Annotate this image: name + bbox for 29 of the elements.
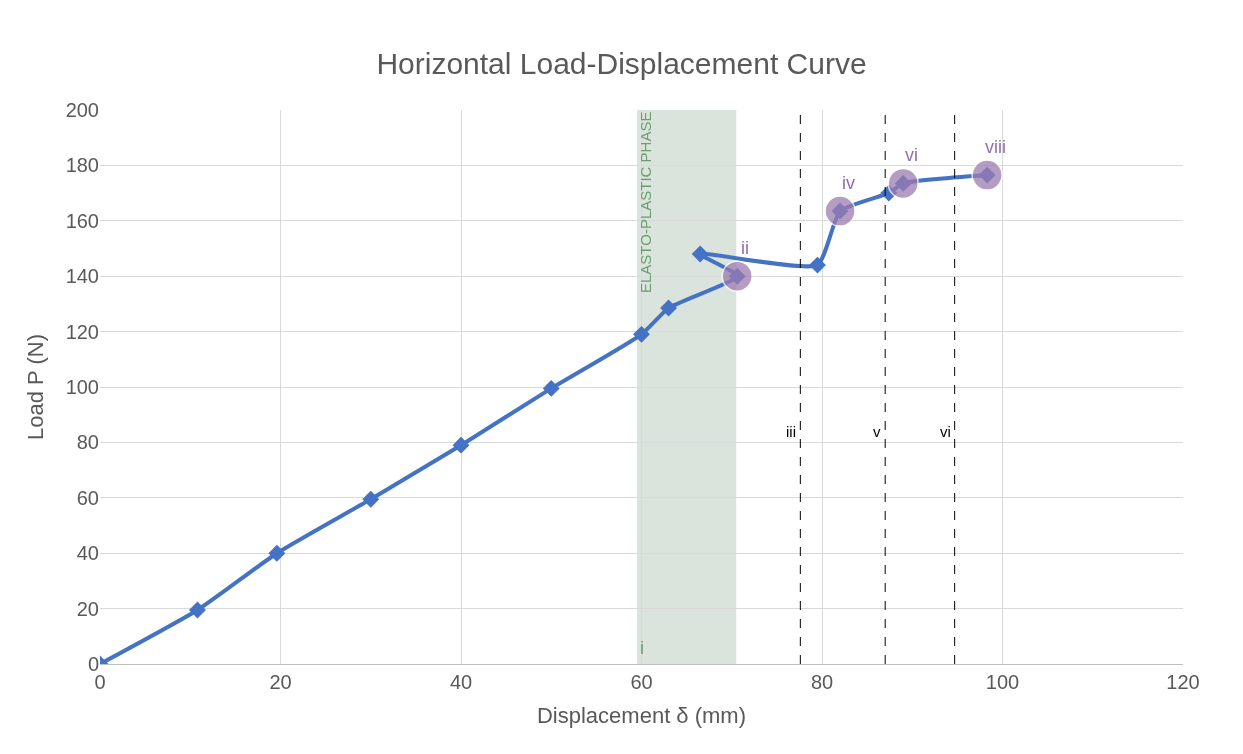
annotation: vi bbox=[905, 145, 918, 165]
x-tick-label: 120 bbox=[1166, 671, 1200, 693]
y-tick-label: 200 bbox=[65, 99, 99, 121]
x-tick-label: 60 bbox=[630, 671, 653, 693]
annotation: iv bbox=[842, 173, 855, 193]
y-tick-label: 100 bbox=[65, 376, 99, 398]
band-label: ELASTO-PLASTIC PHASE bbox=[636, 111, 654, 293]
chart-title: Horizontal Load-Displacement Curve bbox=[376, 46, 867, 80]
annotation: viii bbox=[985, 137, 1006, 157]
x-tick-label: 40 bbox=[449, 671, 473, 693]
ref-line-label: vi bbox=[940, 423, 951, 440]
y-tick-label: 60 bbox=[76, 486, 99, 509]
x-tick-label: 20 bbox=[269, 671, 292, 693]
y-tick-label: 140 bbox=[65, 265, 99, 288]
x-axis-title: Displacement δ (mm) bbox=[536, 702, 747, 728]
x-tick-label: 80 bbox=[810, 671, 834, 693]
y-tick-label: 180 bbox=[65, 154, 99, 177]
x-tick-label: 100 bbox=[985, 671, 1020, 693]
y-tick-label: 20 bbox=[76, 597, 99, 620]
annotation: i bbox=[640, 638, 644, 658]
ref-line-label: v bbox=[873, 423, 881, 440]
y-tick-label: 80 bbox=[76, 431, 99, 454]
y-tick-label: 120 bbox=[65, 320, 99, 343]
annotation: ii bbox=[741, 238, 749, 258]
y-axis-title: Load P (N) bbox=[23, 334, 49, 440]
ref-line-label: iii bbox=[786, 423, 796, 440]
y-tick-label: 160 bbox=[65, 209, 99, 232]
y-tick-label: 0 bbox=[87, 653, 99, 675]
y-tick-label: 40 bbox=[76, 542, 99, 565]
